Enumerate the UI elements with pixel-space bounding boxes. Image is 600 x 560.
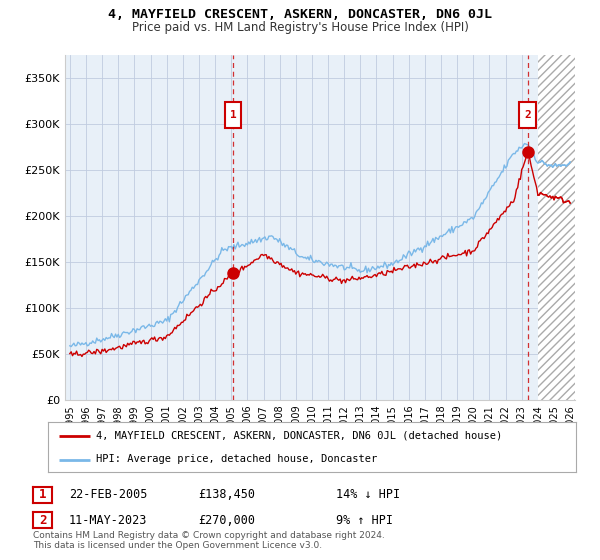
Bar [538,55,575,400]
Text: 9% ↑ HPI: 9% ↑ HPI [336,514,393,526]
Text: 14% ↓ HPI: 14% ↓ HPI [336,488,400,502]
Text: 2: 2 [39,514,46,526]
Text: £270,000: £270,000 [198,514,255,526]
Text: 1: 1 [230,110,236,120]
Text: 11-MAY-2023: 11-MAY-2023 [69,514,148,526]
Text: Contains HM Land Registry data © Crown copyright and database right 2024.
This d: Contains HM Land Registry data © Crown c… [33,530,385,550]
Text: 22-FEB-2005: 22-FEB-2005 [69,488,148,502]
Text: HPI: Average price, detached house, Doncaster: HPI: Average price, detached house, Donc… [95,455,377,464]
Text: £138,450: £138,450 [198,488,255,502]
FancyBboxPatch shape [520,102,536,128]
Text: 4, MAYFIELD CRESCENT, ASKERN, DONCASTER, DN6 0JL: 4, MAYFIELD CRESCENT, ASKERN, DONCASTER,… [108,8,492,21]
FancyBboxPatch shape [225,102,241,128]
Text: Price paid vs. HM Land Registry's House Price Index (HPI): Price paid vs. HM Land Registry's House … [131,21,469,34]
Text: 4, MAYFIELD CRESCENT, ASKERN, DONCASTER, DN6 0JL (detached house): 4, MAYFIELD CRESCENT, ASKERN, DONCASTER,… [95,431,502,441]
Text: 2: 2 [524,110,531,120]
Text: 1: 1 [39,488,46,502]
